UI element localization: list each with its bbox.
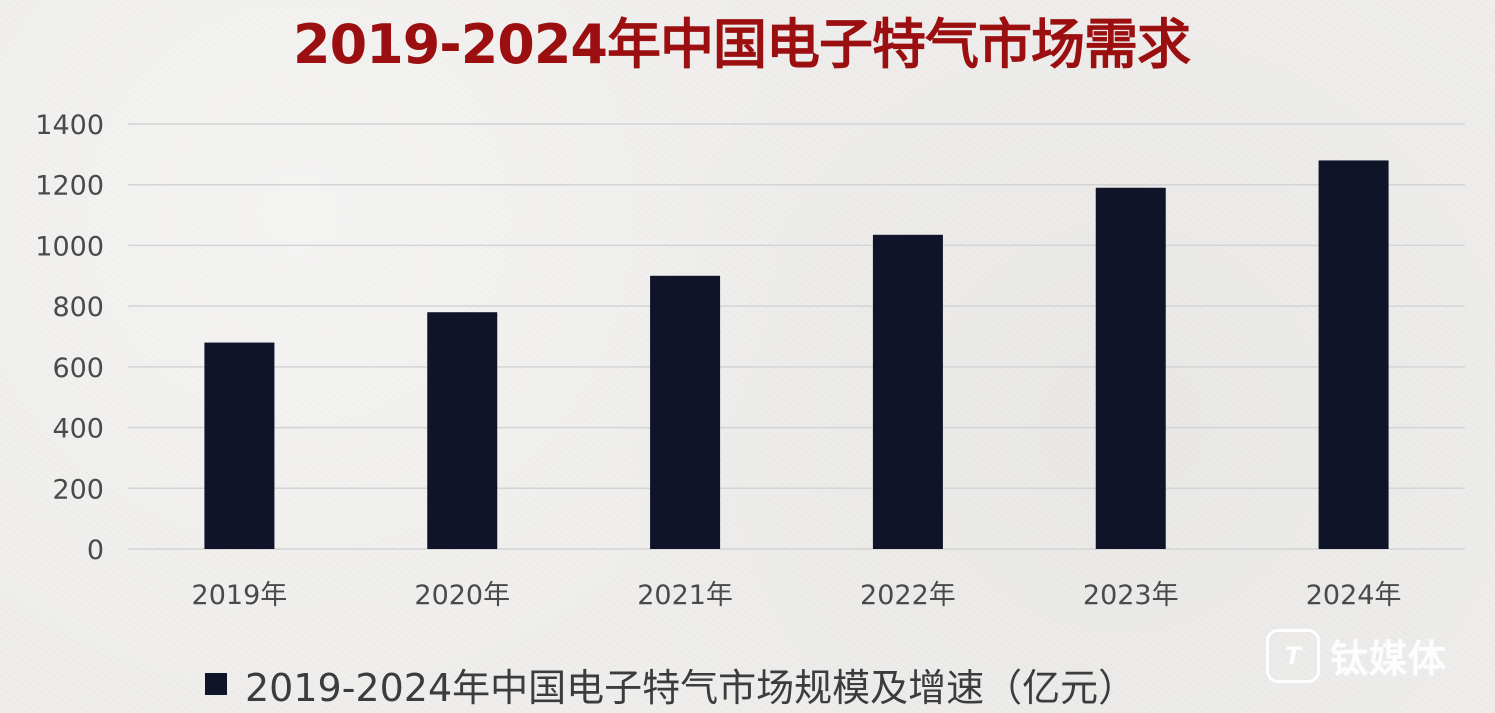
chart-title: 2019-2024年中国电子特气市场需求	[0, 8, 1495, 82]
bar-2024年	[1318, 160, 1389, 549]
x-tick-label: 2023年	[1083, 580, 1179, 611]
x-tick-label: 2019年	[192, 580, 288, 611]
bar-2019年	[204, 342, 275, 549]
x-tick-label: 2022年	[860, 580, 956, 611]
legend-swatch	[205, 673, 227, 695]
bar-2021年	[650, 275, 721, 549]
y-tick-label: 1000	[35, 231, 104, 262]
x-tick-label: 2020年	[414, 580, 510, 611]
legend-label: 2019-2024年中国电子特气市场规模及增速（亿元）	[245, 665, 1137, 710]
legend: 2019-2024年中国电子特气市场规模及增速（亿元）	[205, 655, 1136, 713]
x-tick-label: 2024年	[1306, 580, 1402, 611]
watermark-text: 钛媒体	[1330, 637, 1448, 681]
y-tick-label: 200	[52, 474, 104, 505]
bar-2022年	[872, 234, 943, 549]
tmtpost-logo-icon: T	[1266, 628, 1320, 683]
chart-title-text: 2019-2024年中国电子特气市场需求	[293, 13, 1191, 76]
y-tick-label: 1400	[35, 110, 104, 141]
bars	[204, 160, 1389, 549]
y-axis: 0 200 400 600 800 1000 1200 1400	[35, 110, 104, 566]
y-tick-label: 600	[52, 353, 104, 384]
y-tick-label: 800	[52, 292, 104, 323]
watermark: T 钛媒体	[1266, 628, 1447, 683]
bar-2020年	[427, 312, 498, 549]
x-axis: 2019年 2020年 2021年 2022年 2023年 2024年	[192, 580, 1402, 611]
gridlines	[128, 123, 1465, 550]
x-tick-label: 2021年	[637, 580, 733, 611]
bar-2023年	[1095, 187, 1166, 549]
y-tick-label: 0	[87, 535, 104, 566]
y-tick-label: 1200	[35, 171, 104, 202]
y-tick-label: 400	[52, 414, 104, 445]
